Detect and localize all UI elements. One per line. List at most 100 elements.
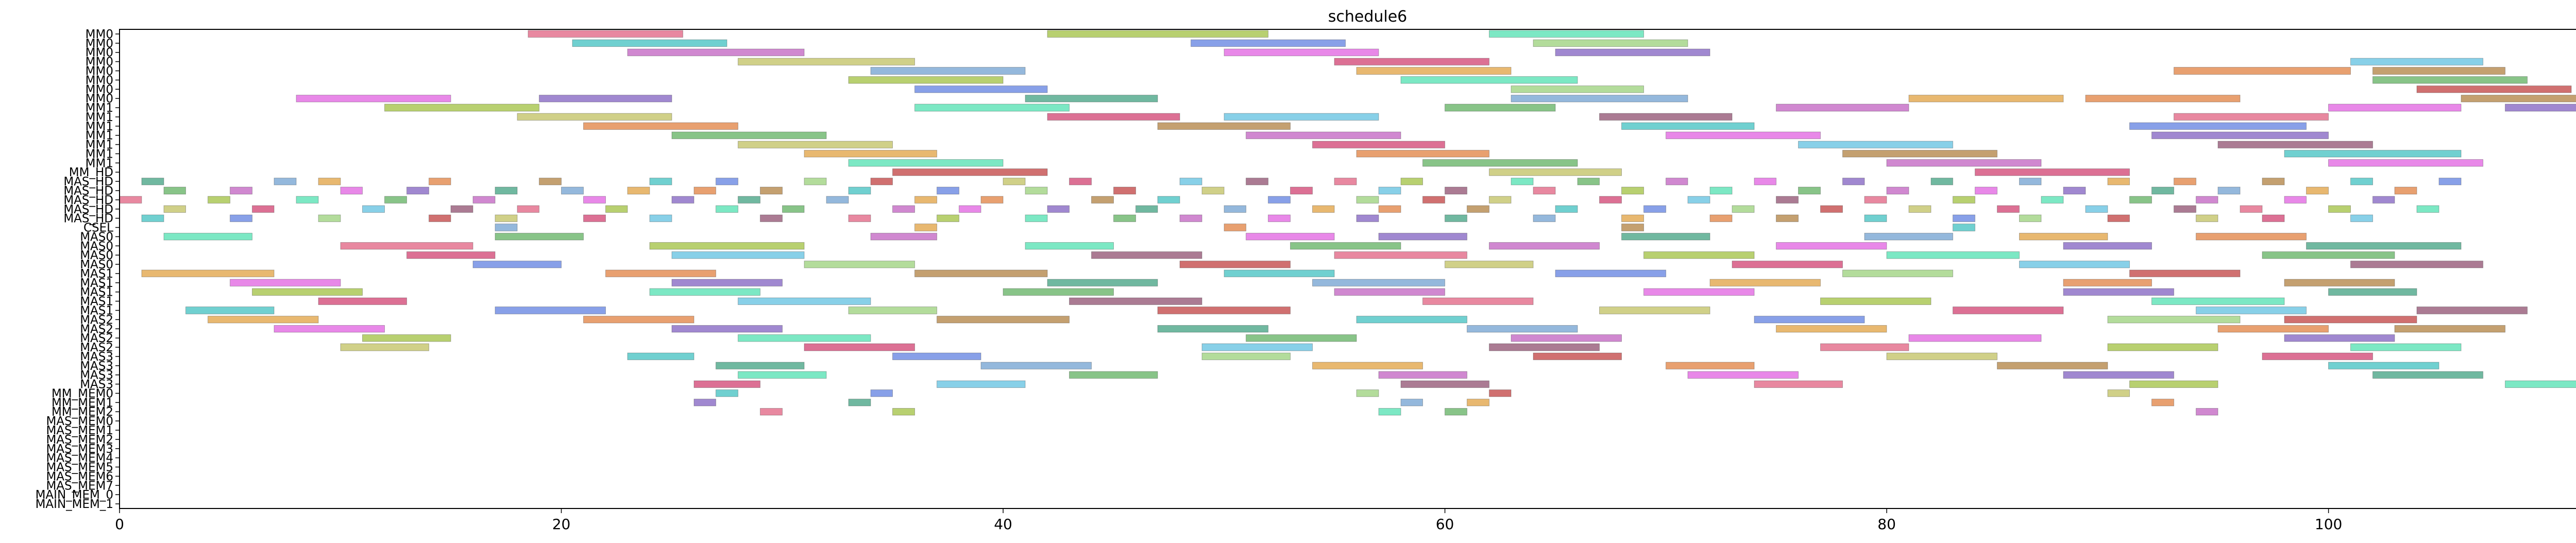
task-bar <box>1776 325 1887 333</box>
task-bar <box>1201 186 1225 195</box>
task-bar <box>1290 186 1313 195</box>
task-bar <box>1113 214 1136 222</box>
task-bar <box>2240 205 2263 213</box>
task-bar <box>1422 297 1534 305</box>
task-bar <box>2328 362 2439 370</box>
task-bar <box>539 177 562 185</box>
y-tick-label: MAS_MEM2 <box>46 433 113 447</box>
task-bar <box>980 196 1004 204</box>
task-bar <box>2505 104 2576 112</box>
task-bar <box>2350 58 2484 65</box>
task-bar <box>1754 380 1843 388</box>
task-bar <box>1886 186 1909 195</box>
task-bar <box>1445 260 1534 268</box>
task-bar <box>1864 214 1887 222</box>
task-bar <box>1290 242 1401 250</box>
task-bar <box>1356 67 1512 75</box>
task-bar <box>2063 288 2174 296</box>
task-bar <box>914 104 1070 112</box>
task-bar <box>1908 94 2064 103</box>
task-bar <box>2372 76 2528 84</box>
task-bar <box>627 186 650 195</box>
task-bar <box>1820 205 1843 213</box>
x-tick-label: 20 <box>552 516 571 533</box>
task-bar <box>2107 389 2130 397</box>
y-tick-label: MM1 <box>86 147 113 161</box>
y-tick-label: MAS_MEM6 <box>46 470 113 483</box>
task-bar <box>693 186 717 195</box>
task-bar <box>605 269 717 278</box>
task-bar <box>1466 399 1489 406</box>
task-bar <box>163 205 187 213</box>
task-bar <box>1511 334 1622 342</box>
task-bar <box>1732 205 1755 213</box>
task-bar <box>2041 196 2064 204</box>
task-bar <box>1511 94 1688 103</box>
task-bar <box>2085 94 2241 103</box>
task-bar <box>2173 67 2351 75</box>
task-bar <box>1378 205 1401 213</box>
task-bar <box>1511 177 1534 185</box>
task-bar <box>1356 150 1489 158</box>
task-bar <box>1003 177 1026 185</box>
task-bar <box>2173 205 2196 213</box>
task-bar <box>1378 408 1401 416</box>
task-bar <box>1312 205 1335 213</box>
task-bar <box>892 205 916 213</box>
y-tick-label: MAS0 <box>80 249 113 262</box>
task-bar <box>848 76 1004 84</box>
task-bar <box>2107 177 2130 185</box>
task-bar <box>936 214 959 222</box>
task-bar <box>738 196 760 204</box>
y-tick-label: MM0 <box>86 46 113 60</box>
task-bar <box>1069 297 1202 305</box>
y-tick-label: MM0 <box>86 64 113 78</box>
y-tick-label: MAS_MEM1 <box>46 424 113 437</box>
task-bar <box>2438 177 2462 185</box>
task-bar <box>649 288 760 296</box>
task-bar <box>2416 307 2528 314</box>
task-bar <box>782 205 805 213</box>
task-bar <box>296 94 451 103</box>
task-bar <box>1533 186 1556 195</box>
task-bar <box>1003 288 1114 296</box>
task-bar <box>738 334 871 342</box>
task-bar <box>1246 233 1335 241</box>
task-bar <box>1930 177 1954 185</box>
y-tick-labels: MM0MM0MM0MM0MM0MM0MM0MM0MM1MM1MM1MM1MM1M… <box>36 28 120 511</box>
task-bar <box>1908 205 1931 213</box>
task-bar <box>229 186 252 195</box>
y-tick-label: MAS_HD <box>63 175 113 189</box>
y-tick-label: MAS2 <box>80 332 113 345</box>
x-tick-label: 60 <box>1436 516 1454 533</box>
task-bar <box>1599 113 1733 121</box>
task-bar <box>141 214 164 222</box>
task-bar <box>870 177 893 185</box>
y-tick-label: MAS_MEM4 <box>46 452 113 465</box>
task-bar <box>1864 233 1954 241</box>
task-bar <box>472 196 496 204</box>
task-bar <box>1996 362 2108 370</box>
task-bar <box>2151 297 2285 305</box>
task-bar <box>1643 288 1755 296</box>
task-bar <box>1378 371 1467 379</box>
task-bar <box>1378 186 1401 195</box>
task-bar <box>1975 168 2130 176</box>
task-bar <box>1157 122 1291 130</box>
task-bar <box>848 159 1004 167</box>
task-bar <box>1687 371 1799 379</box>
task-bar <box>627 48 805 57</box>
task-bar <box>2284 279 2395 287</box>
y-tick-label: MAS_HD <box>63 212 113 226</box>
task-bar <box>693 380 760 388</box>
task-bar <box>1445 104 1556 112</box>
task-bar <box>2151 399 2174 406</box>
task-bar <box>804 150 937 158</box>
y-tick-label: MM_HD <box>69 166 113 179</box>
chart-title: schedule6 <box>1328 8 1408 26</box>
task-bar <box>1754 177 1777 185</box>
task-bar <box>428 177 451 185</box>
task-bar <box>1665 131 1821 139</box>
task-bar <box>1643 251 1755 259</box>
task-bar <box>2173 177 2196 185</box>
